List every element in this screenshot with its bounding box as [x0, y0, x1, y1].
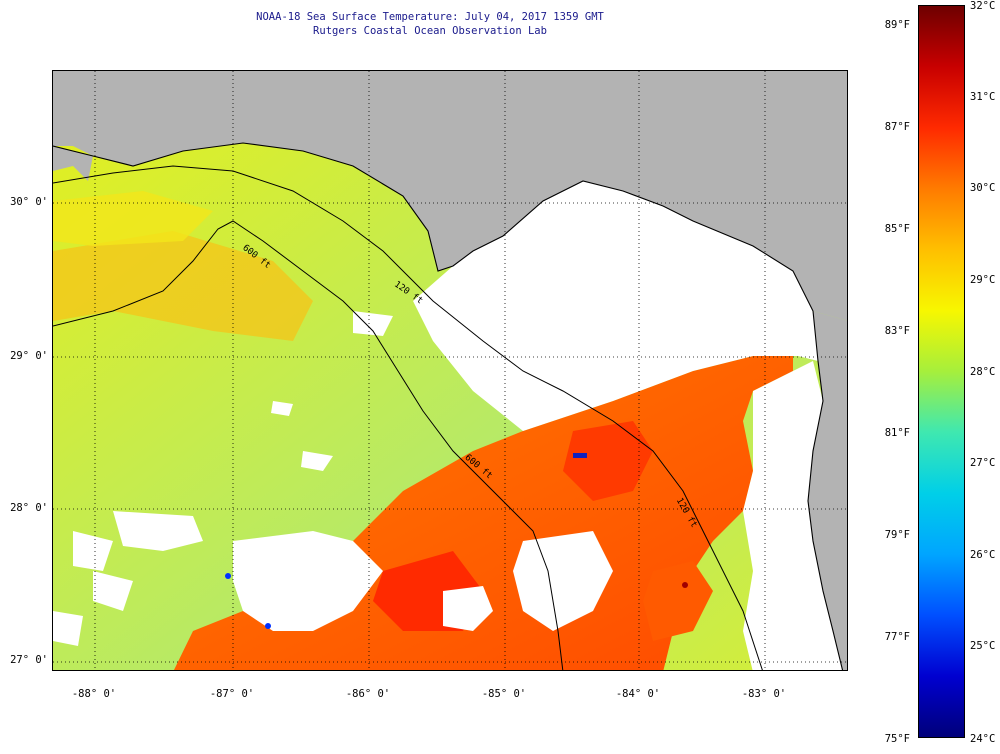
colorbar-c-32: 32°C	[970, 0, 996, 12]
map-subtitle: Rutgers Coastal Ocean Observation Lab	[313, 25, 547, 37]
land-florida-peninsula	[808, 311, 847, 670]
colorbar-c-30: 30°C	[970, 182, 996, 194]
lon-label-83: -83° 0'	[741, 688, 787, 700]
colorbar-c-31: 31°C	[970, 91, 996, 103]
graticule	[53, 71, 847, 670]
sst-patch-yellow	[53, 231, 313, 341]
map-title: NOAA-18 Sea Surface Temperature: July 04…	[256, 11, 604, 23]
lat-label-27: 27° 0'	[10, 654, 48, 666]
colorbar-f-77: 77°F	[884, 631, 910, 643]
colorbar-c-28: 28°C	[970, 366, 996, 378]
colorbar-f-75: 75°F	[884, 733, 910, 745]
colorbar-f-81: 81°F	[884, 427, 910, 439]
colorbar-c-24: 24°C	[970, 733, 996, 745]
temperature-colorbar	[918, 5, 965, 738]
lon-label-86: -86° 0'	[345, 688, 391, 700]
warm-spot-1	[682, 582, 688, 588]
sst-patch-orange	[643, 561, 713, 641]
sst-map	[52, 70, 848, 671]
colorbar-c-26: 26°C	[970, 549, 996, 561]
lat-label-29: 29° 0'	[10, 350, 48, 362]
lat-label-28: 28° 0'	[10, 502, 48, 514]
sst-patch-yellow-2	[53, 191, 213, 246]
land-mobile-bay	[53, 146, 93, 181]
colorbar-f-85: 85°F	[884, 223, 910, 235]
land-north	[53, 71, 847, 321]
cold-spot-2	[265, 623, 271, 629]
sst-patch-red-2	[563, 421, 653, 501]
colorbar-c-27: 27°C	[970, 457, 996, 469]
colorbar-c-25: 25°C	[970, 640, 996, 652]
lon-label-84: -84° 0'	[615, 688, 661, 700]
cold-spot-1	[225, 573, 231, 579]
lon-label-85: -85° 0'	[481, 688, 527, 700]
lat-label-30: 30° 0'	[10, 196, 48, 208]
coastline	[53, 142, 844, 670]
colorbar-c-29: 29°C	[970, 274, 996, 286]
colorbar-f-89: 89°F	[884, 19, 910, 31]
cloud-mask	[53, 181, 843, 670]
colorbar-f-87: 87°F	[884, 121, 910, 133]
lon-label-88: -88° 0'	[71, 688, 117, 700]
colorbar-f-79: 79°F	[884, 529, 910, 541]
colorbar-f-83: 83°F	[884, 325, 910, 337]
contour-600ft	[53, 220, 564, 670]
lon-label-87: -87° 0'	[209, 688, 255, 700]
cold-spot-3	[573, 453, 587, 458]
